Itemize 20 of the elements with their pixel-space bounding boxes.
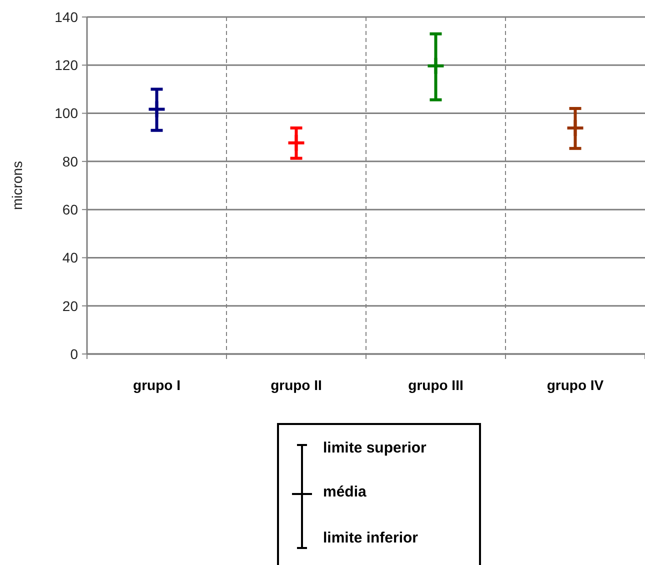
point	[426, 56, 446, 76]
x-tick-label: grupo III	[408, 377, 464, 393]
y-tick-label: 100	[54, 105, 78, 122]
text: limite superior	[323, 439, 427, 456]
x-tick-label: grupo II	[270, 377, 322, 393]
x-tick-label: grupo IV	[546, 377, 604, 393]
x-tick-label: grupo I	[133, 377, 180, 393]
y-tick-label: 140	[54, 8, 78, 25]
point	[147, 100, 166, 119]
point	[286, 133, 306, 152]
y-tick-label: 80	[62, 153, 78, 170]
y-tick-label: 120	[54, 57, 78, 74]
y-tick-label: 0	[70, 346, 78, 362]
point	[566, 118, 585, 138]
y-tick-label: 40	[62, 250, 78, 266]
y-tick-label: 20	[62, 298, 78, 314]
y-tick-label: 60	[62, 201, 78, 218]
y-axis-title: microns	[9, 160, 25, 210]
text: limite inferior	[323, 529, 418, 546]
text: média	[323, 483, 368, 500]
